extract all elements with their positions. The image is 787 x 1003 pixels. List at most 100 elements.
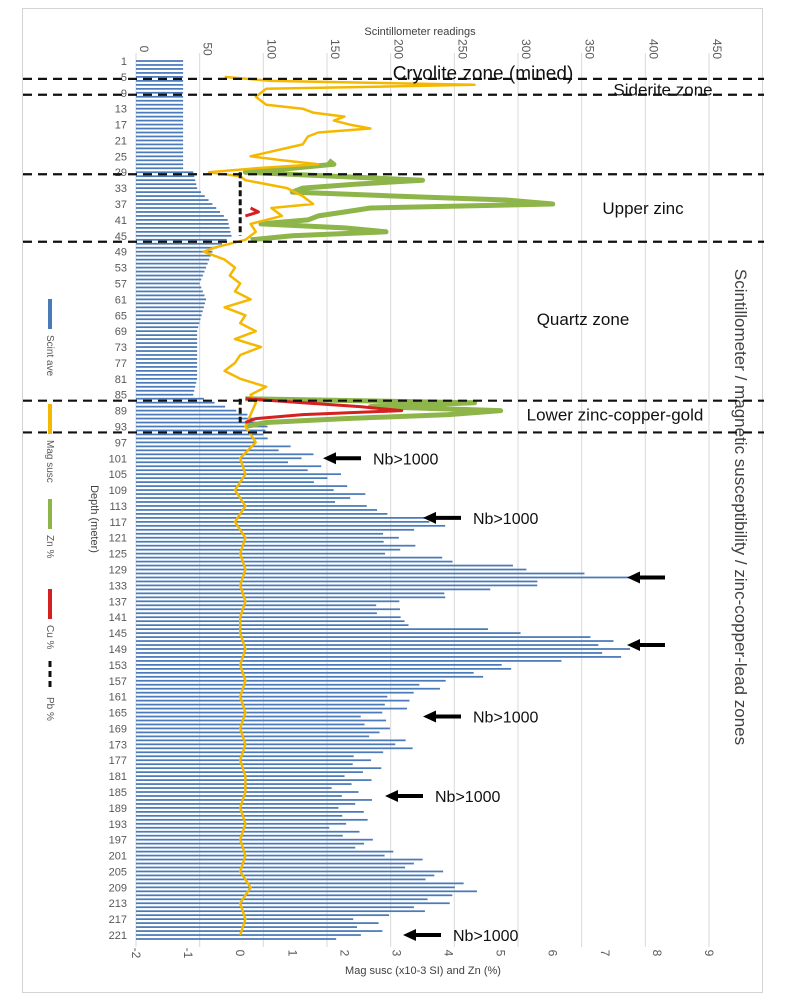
- nb-label: Nb>1000: [435, 789, 500, 806]
- zone-label: Lower zinc-copper-gold: [527, 406, 704, 425]
- scint-bar: [136, 203, 213, 205]
- bottom-tick-label: 1: [285, 950, 299, 957]
- scint-bar: [136, 890, 477, 893]
- bottom-axis-ticks: -2 -1 0 1 2 3 4 5 6 7 8 9: [129, 948, 716, 959]
- scint-bar: [136, 433, 264, 436]
- scint-bar: [136, 644, 599, 646]
- scint-bar: [136, 612, 377, 615]
- scint-bar: [136, 310, 203, 313]
- scint-bar: [136, 354, 198, 356]
- scint-bar: [136, 481, 314, 483]
- scint-bar: [136, 934, 361, 936]
- scint-bar: [136, 656, 622, 658]
- depth-tick-label: 193: [109, 819, 127, 831]
- scint-bar: [136, 107, 184, 110]
- depth-tick-label: 121: [109, 533, 127, 545]
- scint-bar: [136, 199, 209, 201]
- scint-bar: [136, 290, 203, 293]
- legend-label: Cu %: [44, 625, 55, 650]
- scint-bar: [136, 767, 382, 770]
- scint-bar: [136, 846, 356, 849]
- scint-bar: [136, 405, 226, 408]
- scint-bar: [136, 695, 388, 698]
- bottom-tick-label: -1: [181, 948, 195, 959]
- bottom-tick-label: 6: [546, 950, 560, 957]
- series-lines: [202, 75, 556, 936]
- scint-bar: [136, 362, 198, 364]
- scint-bar: [136, 226, 230, 229]
- scint-bar: [136, 274, 203, 277]
- scint-bar: [136, 636, 591, 638]
- scint-bar: [136, 338, 198, 340]
- scint-bar: [136, 513, 388, 515]
- scint-bar: [136, 771, 363, 774]
- scint-bar: [136, 854, 385, 857]
- scint-bar: [136, 711, 383, 714]
- scint-bar: [136, 91, 184, 94]
- depth-tick-label: 173: [109, 739, 127, 751]
- bottom-tick-label: 7: [598, 950, 612, 957]
- depth-tick-label: 149: [109, 644, 127, 656]
- depth-tick-label: 177: [109, 755, 127, 767]
- scint-bar: [136, 683, 420, 686]
- scint-bar: [136, 878, 426, 881]
- scint-bar: [136, 517, 432, 519]
- nb-arrow-head: [403, 929, 416, 942]
- scint-bar: [136, 600, 400, 603]
- scint-bar: [136, 461, 288, 464]
- depth-tick-label: 69: [115, 326, 127, 338]
- nb-arrow-head: [323, 452, 336, 465]
- depth-tick-label: 89: [115, 406, 127, 418]
- depth-tick-label: 101: [109, 453, 127, 465]
- depth-tick-label: 161: [109, 692, 127, 704]
- scint-bar: [136, 842, 365, 845]
- scint-bar: [136, 330, 198, 333]
- scint-bar: [136, 604, 377, 607]
- right-vertical-title: Scintillometer / magnetic susceptibility…: [731, 269, 750, 745]
- scint-bar: [136, 616, 401, 619]
- scint-bar: [136, 179, 196, 182]
- depth-tick-label: 41: [115, 215, 127, 227]
- scint-bar: [136, 223, 229, 225]
- scint-bar: [136, 429, 266, 432]
- nb-label: Nb>1000: [473, 710, 538, 727]
- depth-tick-label: 197: [109, 835, 127, 847]
- scint-bar: [136, 334, 198, 337]
- scint-bar: [136, 759, 372, 762]
- legend-label: Pb %: [44, 697, 55, 721]
- scint-bar: [136, 171, 194, 174]
- bottom-tick-label: 9: [702, 950, 716, 957]
- scint-bar: [136, 624, 409, 627]
- scint-bar: [136, 302, 205, 305]
- scint-bar: [136, 393, 194, 396]
- bottom-tick-label: 3: [389, 950, 403, 957]
- zone-label: Siderite zone: [613, 81, 712, 100]
- depth-tick-label: 61: [115, 294, 127, 306]
- chart-frame: Scintillometer readings Mag susc (x10-3 …: [22, 8, 764, 993]
- scint-bar: [136, 465, 322, 468]
- scint-bar: [136, 421, 270, 424]
- scint-bar: [136, 485, 348, 487]
- scint-bar: [136, 779, 372, 781]
- legend-swatch-scint: [48, 299, 52, 329]
- scint-bar: [136, 544, 416, 547]
- scint-bar: [136, 556, 443, 559]
- scint-bar: [136, 552, 386, 555]
- depth-tick-label: 137: [109, 596, 127, 608]
- scint-bar: [136, 119, 184, 122]
- depth-tick-label: 201: [109, 851, 127, 863]
- scint-bar: [136, 755, 354, 758]
- bottom-axis-title: Mag susc (x10-3 SI) and Zn (%): [345, 965, 501, 977]
- depth-tick-label: 13: [115, 104, 127, 116]
- depth-tick-label: 1: [121, 56, 127, 68]
- scint-bar: [136, 735, 370, 738]
- scint-bar: [136, 389, 195, 392]
- scint-bar: [136, 115, 184, 118]
- gridlines: [135, 53, 710, 947]
- scint-bar: [136, 76, 184, 78]
- scint-bar: [136, 520, 430, 523]
- scint-bar: [136, 155, 184, 158]
- scint-bar: [136, 282, 200, 285]
- scint-bar: [136, 807, 339, 809]
- scint-bar: [136, 346, 198, 348]
